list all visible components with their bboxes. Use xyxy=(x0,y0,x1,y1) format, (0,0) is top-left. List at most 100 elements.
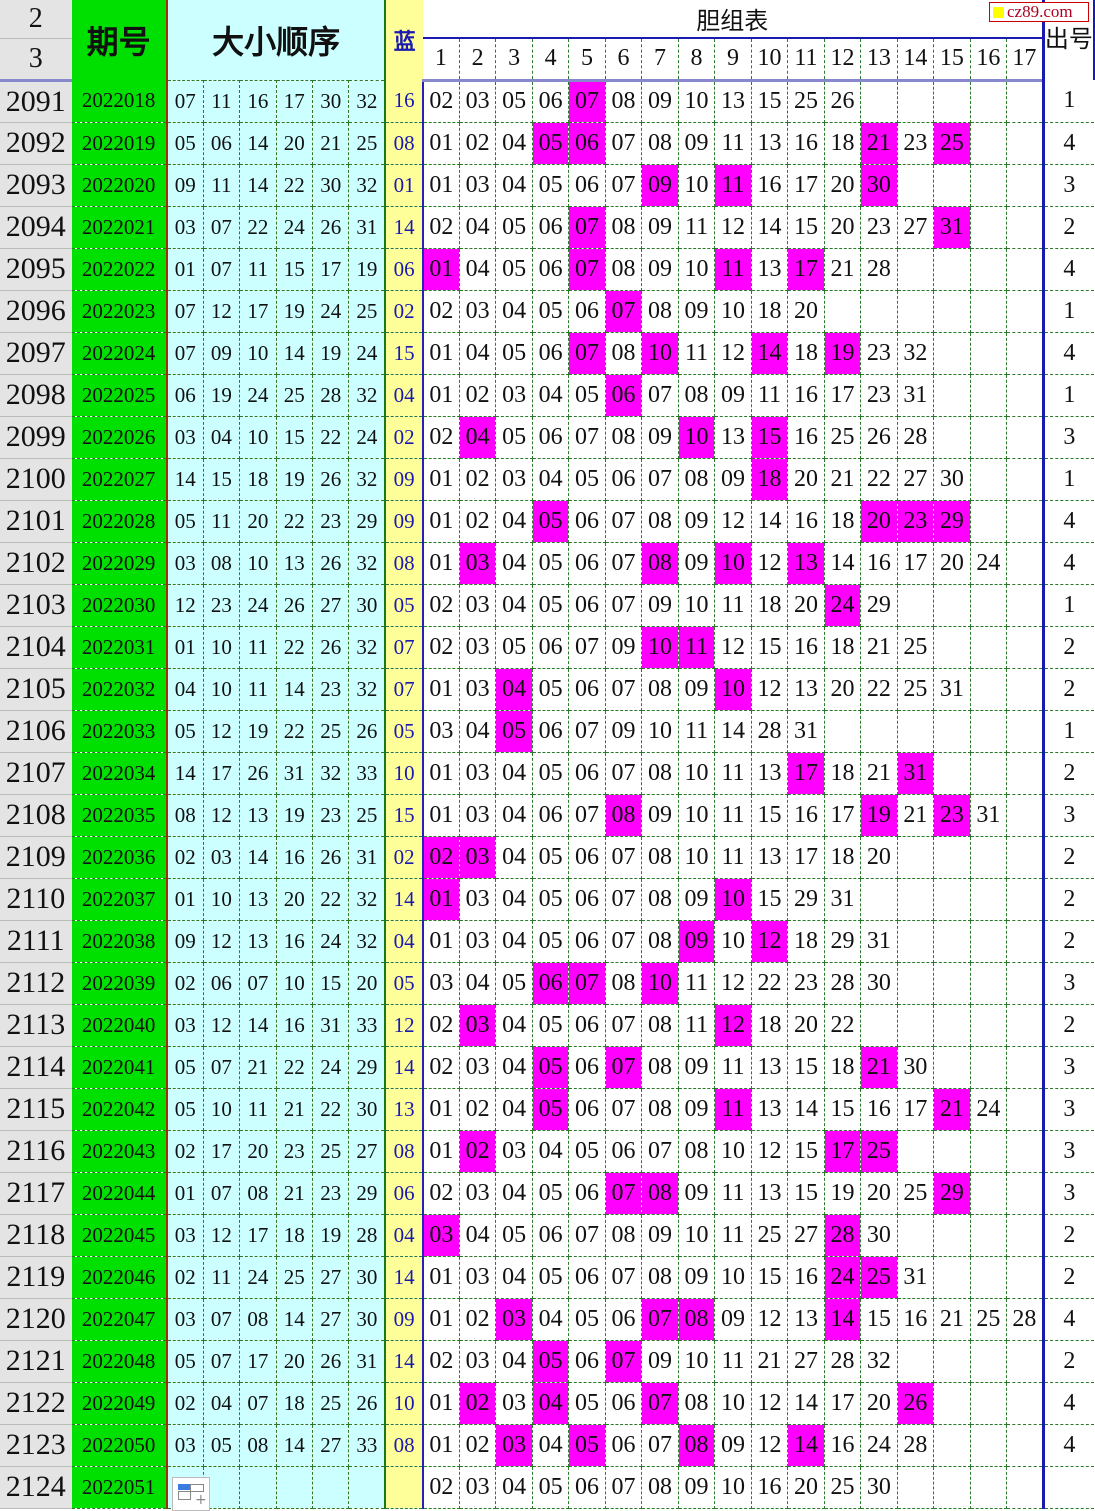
group-cell[interactable]: 14 xyxy=(787,1423,825,1467)
group-cell[interactable]: 12 xyxy=(750,1423,789,1467)
group-cell[interactable] xyxy=(969,919,1008,963)
group-cell[interactable]: 11 xyxy=(750,373,789,417)
draw-number-cell[interactable]: 17 xyxy=(275,79,314,123)
period-cell[interactable]: 2022050 xyxy=(71,1424,168,1467)
period-cell[interactable]: 2022022 xyxy=(71,248,168,291)
group-cell[interactable]: 22 xyxy=(860,667,898,711)
row-number[interactable]: 2102 xyxy=(0,542,72,585)
group-cell[interactable]: 10 xyxy=(677,79,716,123)
group-cell[interactable]: 24 xyxy=(823,1255,862,1299)
group-cell[interactable]: 03 xyxy=(458,541,497,585)
draw-number-cell[interactable]: 26 xyxy=(312,457,350,501)
draw-number-cell[interactable]: 29 xyxy=(348,1171,387,1215)
draw-number-cell[interactable]: 26 xyxy=(348,709,387,753)
group-cell[interactable]: 05 xyxy=(568,1423,606,1467)
group-cell[interactable]: 04 xyxy=(495,1255,533,1299)
group-cell[interactable]: 07 xyxy=(641,1423,679,1467)
row-number[interactable]: 2115 xyxy=(0,1088,72,1131)
group-cell[interactable] xyxy=(860,79,898,123)
group-cell[interactable]: 08 xyxy=(641,667,679,711)
group-cell[interactable]: 08 xyxy=(641,1003,679,1047)
group-cell[interactable]: 02 xyxy=(422,415,460,459)
group-cell[interactable]: 08 xyxy=(604,247,643,291)
blue-number-cell[interactable]: 02 xyxy=(384,416,424,459)
group-cell[interactable]: 06 xyxy=(568,583,606,627)
group-cell[interactable]: 10 xyxy=(714,919,752,963)
group-cell[interactable] xyxy=(933,961,971,1005)
group-cell[interactable]: 10 xyxy=(714,1255,752,1299)
group-cell[interactable]: 12 xyxy=(750,1129,789,1173)
period-cell[interactable]: 2022038 xyxy=(71,920,168,963)
draw-number-cell[interactable]: 26 xyxy=(239,751,277,795)
group-cell[interactable] xyxy=(969,1465,1008,1509)
group-cell[interactable]: 17 xyxy=(787,163,825,207)
group-cell[interactable] xyxy=(896,1465,935,1509)
group-cell[interactable] xyxy=(969,1213,1008,1257)
group-cell[interactable] xyxy=(1006,919,1044,963)
group-cell[interactable] xyxy=(969,289,1008,333)
row-number[interactable]: 2096 xyxy=(0,290,72,333)
group-cell[interactable]: 07 xyxy=(604,499,643,543)
group-cell[interactable] xyxy=(1006,163,1044,207)
group-cell[interactable]: 25 xyxy=(823,1465,862,1509)
group-cell[interactable]: 20 xyxy=(787,1465,825,1509)
hit-count-cell[interactable]: 3 xyxy=(1041,1046,1094,1089)
blue-number-cell[interactable]: 16 xyxy=(384,80,424,123)
row-number[interactable]: 2110 xyxy=(0,878,72,921)
hit-count-cell[interactable]: 2 xyxy=(1041,1004,1094,1047)
row-number[interactable]: 2119 xyxy=(0,1256,72,1299)
group-cell[interactable] xyxy=(969,961,1008,1005)
group-cell[interactable]: 08 xyxy=(677,1423,716,1467)
group-cell[interactable] xyxy=(969,415,1008,459)
group-cell[interactable]: 09 xyxy=(714,1423,752,1467)
group-cell[interactable] xyxy=(969,709,1008,753)
group-cell[interactable]: 12 xyxy=(750,667,789,711)
draw-number-cell[interactable]: 22 xyxy=(239,205,277,249)
draw-number-cell[interactable]: 31 xyxy=(275,751,314,795)
draw-number-cell[interactable]: 14 xyxy=(239,1003,277,1047)
group-cell[interactable]: 31 xyxy=(933,667,971,711)
group-cell[interactable]: 20 xyxy=(787,583,825,627)
blue-number-cell[interactable]: 08 xyxy=(384,1130,424,1173)
blue-number-cell[interactable]: 10 xyxy=(384,752,424,795)
draw-number-cell[interactable]: 32 xyxy=(348,667,387,711)
group-cell[interactable]: 11 xyxy=(714,583,752,627)
group-cell[interactable]: 18 xyxy=(823,499,862,543)
group-cell[interactable] xyxy=(969,1381,1008,1425)
draw-number-cell[interactable]: 05 xyxy=(202,1423,241,1467)
group-cell[interactable]: 04 xyxy=(458,709,497,753)
blue-number-cell[interactable]: 14 xyxy=(384,878,424,921)
period-cell[interactable]: 2022041 xyxy=(71,1046,168,1089)
group-cell[interactable]: 09 xyxy=(641,247,679,291)
group-cell[interactable]: 13 xyxy=(750,1087,789,1131)
group-cell[interactable]: 01 xyxy=(422,751,460,795)
group-cell[interactable] xyxy=(933,625,971,669)
group-cell[interactable] xyxy=(969,1003,1008,1047)
group-cell[interactable]: 25 xyxy=(896,1171,935,1215)
group-cell[interactable]: 25 xyxy=(750,1213,789,1257)
draw-number-cell[interactable]: 10 xyxy=(239,415,277,459)
group-cell[interactable]: 09 xyxy=(641,79,679,123)
group-cell[interactable] xyxy=(1006,625,1044,669)
group-cell[interactable]: 19 xyxy=(823,1171,862,1215)
group-cell[interactable] xyxy=(896,289,935,333)
draw-number-cell[interactable]: 30 xyxy=(312,79,350,123)
group-cell[interactable]: 03 xyxy=(495,1297,533,1341)
group-cell[interactable]: 06 xyxy=(568,121,606,165)
group-cell[interactable]: 25 xyxy=(860,1255,898,1299)
group-cell[interactable]: 09 xyxy=(677,499,716,543)
draw-number-cell[interactable]: 33 xyxy=(348,1003,387,1047)
group-cell[interactable]: 11 xyxy=(677,961,716,1005)
group-cell[interactable]: 22 xyxy=(823,1003,862,1047)
group-cell[interactable] xyxy=(896,1129,935,1173)
draw-number-cell[interactable]: 07 xyxy=(166,331,204,375)
group-cell[interactable]: 19 xyxy=(860,793,898,837)
group-cell[interactable]: 04 xyxy=(495,1045,533,1089)
group-cell[interactable]: 06 xyxy=(568,289,606,333)
group-cell[interactable] xyxy=(1006,205,1044,249)
group-cell[interactable] xyxy=(896,163,935,207)
group-cell[interactable]: 23 xyxy=(933,793,971,837)
hit-count-cell[interactable]: 4 xyxy=(1041,332,1094,375)
draw-number-cell[interactable]: 20 xyxy=(348,961,387,1005)
group-cell[interactable]: 03 xyxy=(458,1255,497,1299)
